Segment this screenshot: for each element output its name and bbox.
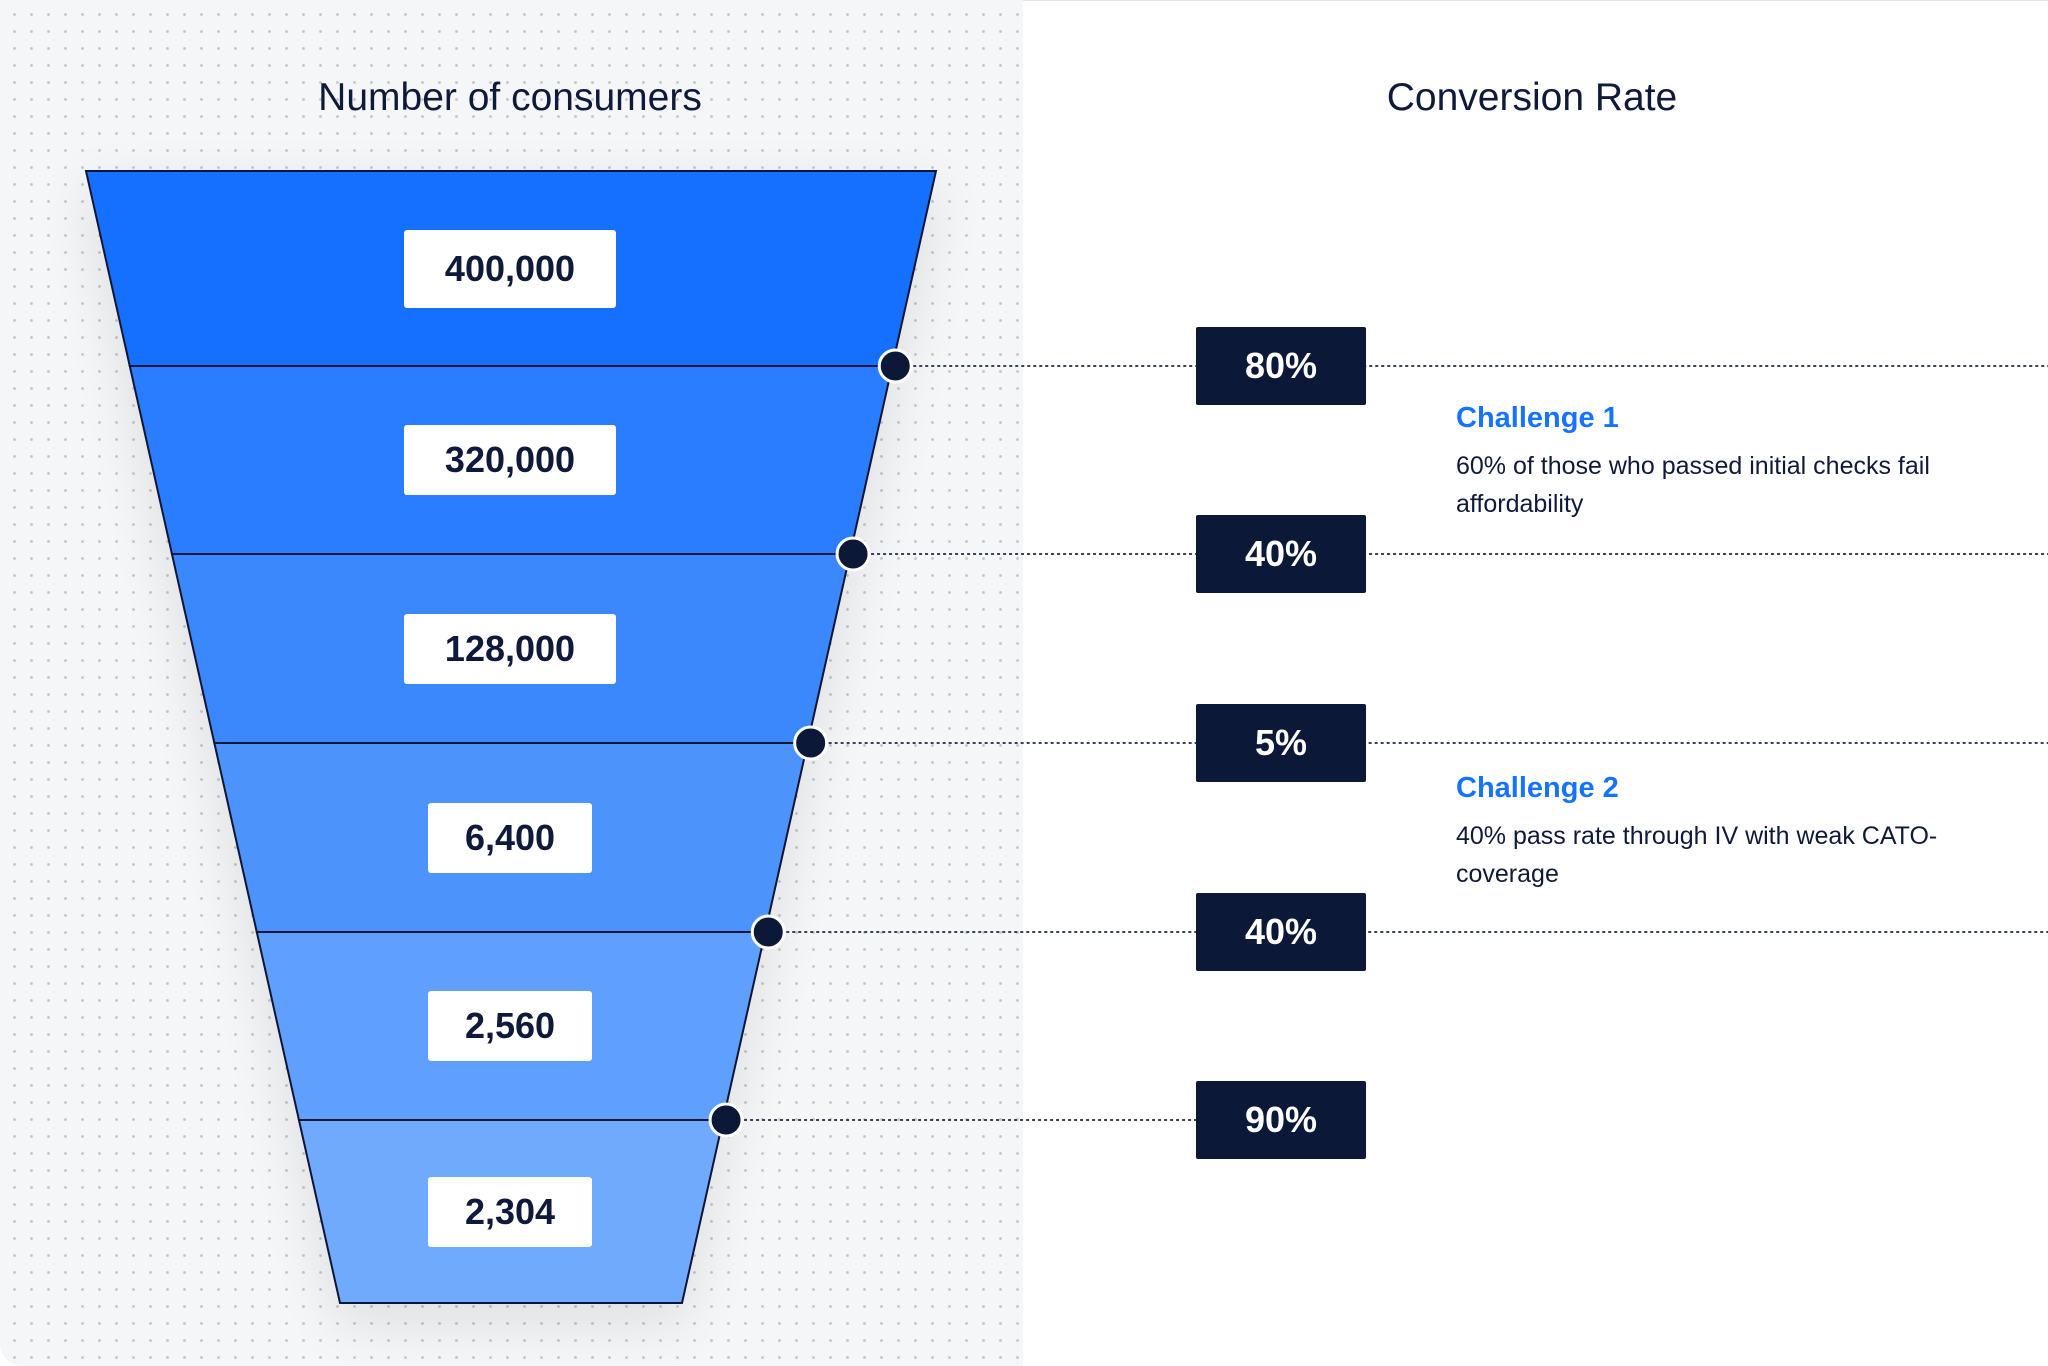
stage-value-5: 2,560 xyxy=(428,991,592,1061)
conversion-rate-badge-5: 90% xyxy=(1196,1081,1366,1159)
conversion-rate-badge-1: 80% xyxy=(1196,327,1366,405)
challenge-2-note: Challenge 2 40% pass rate through IV wit… xyxy=(1456,772,1976,893)
challenge-2-title: Challenge 2 xyxy=(1456,772,1619,804)
stage-boundary-dot-4 xyxy=(750,914,786,950)
challenge-1-title: Challenge 1 xyxy=(1456,402,1619,434)
challenge-1-note: Challenge 1 60% of those who passed init… xyxy=(1456,402,1976,523)
stage-boundary-dot-5 xyxy=(708,1102,744,1138)
funnel-title: Number of consumers xyxy=(318,76,702,119)
challenge-2-text: 40% pass rate through IV with weak CATO-… xyxy=(1456,822,1938,888)
stage-value-3: 128,000 xyxy=(404,613,616,684)
stage-boundary-dot-3 xyxy=(793,725,829,761)
stage-value-1: 400,000 xyxy=(404,229,616,308)
stage-value-6: 2,304 xyxy=(428,1176,592,1247)
challenge-1-text: 60% of those who passed initial checks f… xyxy=(1456,452,1930,518)
conversion-rate-badge-4: 40% xyxy=(1196,893,1366,971)
stage-boundary-dot-2 xyxy=(835,536,871,572)
stage-boundary-dot-1 xyxy=(877,348,913,384)
stage-value-4: 6,400 xyxy=(428,802,592,873)
conversion-rate-badge-3: 5% xyxy=(1196,704,1366,782)
conversion-rate-title: Conversion Rate xyxy=(1386,76,1678,119)
top-divider xyxy=(1023,0,2048,1)
stage-value-2: 320,000 xyxy=(404,425,616,495)
conversion-rate-badge-2: 40% xyxy=(1196,515,1366,593)
